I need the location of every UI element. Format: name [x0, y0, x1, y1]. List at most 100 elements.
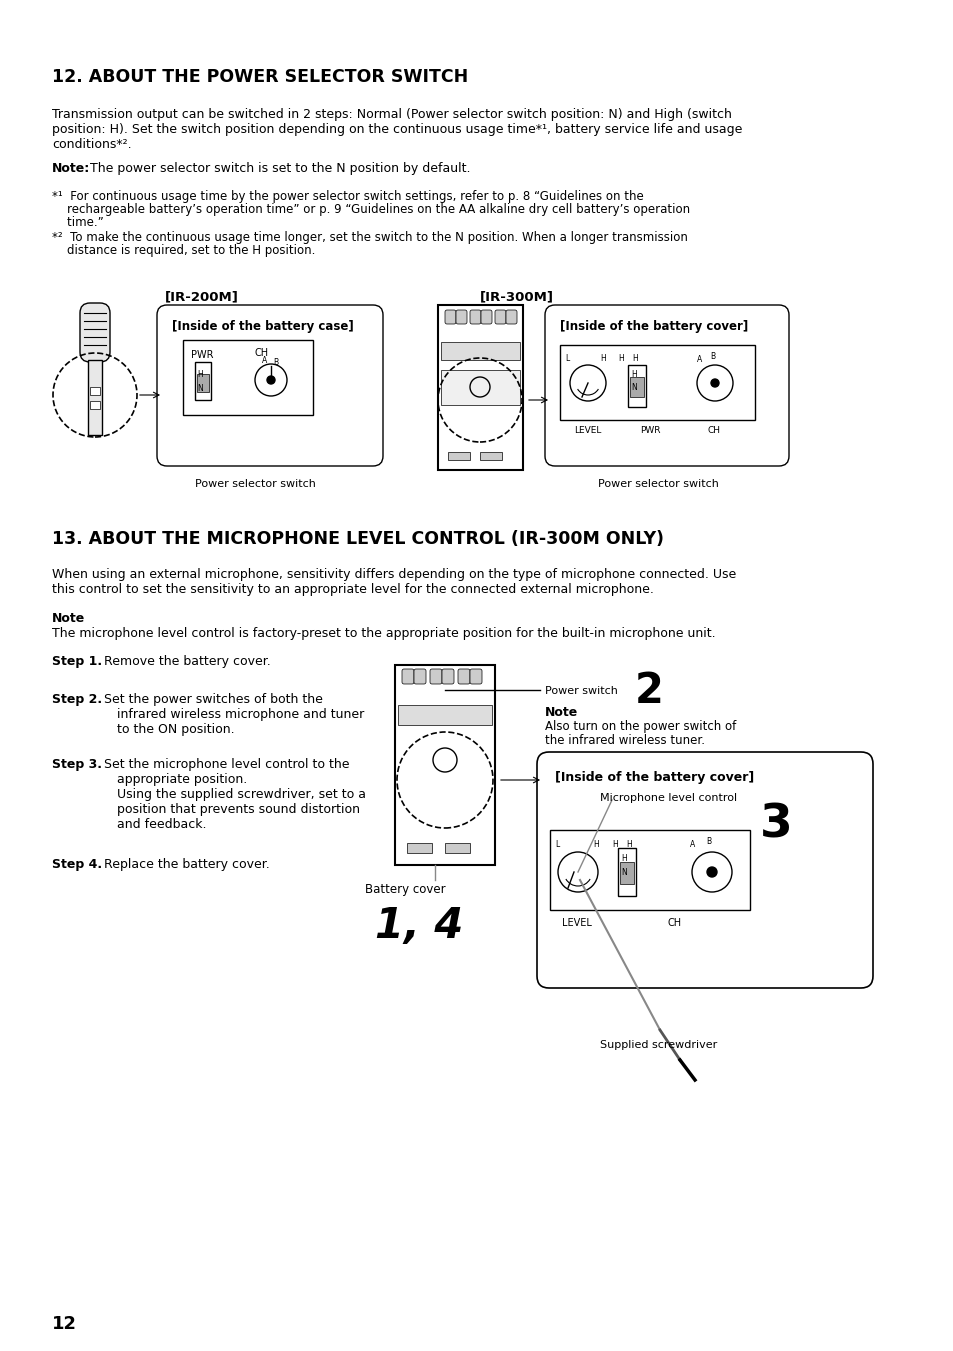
FancyBboxPatch shape — [544, 305, 788, 466]
FancyBboxPatch shape — [456, 309, 467, 324]
FancyBboxPatch shape — [470, 309, 480, 324]
Text: N: N — [620, 867, 626, 877]
Text: Note: Note — [52, 612, 85, 626]
Text: CH: CH — [254, 349, 269, 358]
Bar — [90, 386, 100, 394]
Text: [Inside of the battery cover]: [Inside of the battery cover] — [555, 771, 754, 784]
Bar — [619, 862, 634, 884]
FancyBboxPatch shape — [157, 305, 382, 466]
Text: When using an external microphone, sensitivity differs depending on the type of : When using an external microphone, sensi… — [52, 567, 736, 581]
Bar — [196, 374, 209, 392]
Text: *¹  For continuous usage time by the power selector switch settings, refer to p.: *¹ For continuous usage time by the powe… — [52, 190, 643, 203]
Text: Replace the battery cover.: Replace the battery cover. — [100, 858, 270, 871]
Text: H: H — [593, 840, 598, 848]
Text: Power switch: Power switch — [544, 686, 618, 696]
Text: [Inside of the battery cover]: [Inside of the battery cover] — [559, 320, 747, 332]
Text: B: B — [705, 838, 710, 846]
Text: Power selector switch: Power selector switch — [598, 480, 719, 489]
Text: Note:: Note: — [52, 162, 91, 176]
Text: *²  To make the continuous usage time longer, set the switch to the N position. : *² To make the continuous usage time lon… — [52, 231, 687, 245]
Bar — [395, 665, 495, 865]
Text: A: A — [697, 355, 701, 363]
Text: Battery cover: Battery cover — [365, 884, 445, 896]
Text: position: H). Set the switch position depending on the continuous usage time*¹, : position: H). Set the switch position de… — [52, 123, 741, 136]
FancyBboxPatch shape — [414, 669, 426, 684]
Bar — [629, 377, 643, 397]
Text: A: A — [262, 357, 267, 365]
Bar — [627, 365, 645, 407]
Bar — [440, 370, 519, 405]
Text: The power selector switch is set to the N position by default.: The power selector switch is set to the … — [90, 162, 470, 176]
Text: Supplied screwdriver: Supplied screwdriver — [599, 1040, 717, 1050]
Text: H: H — [612, 840, 618, 848]
Text: 13. ABOUT THE MICROPHONE LEVEL CONTROL (IR-300M ONLY): 13. ABOUT THE MICROPHONE LEVEL CONTROL (… — [52, 530, 663, 549]
Text: rechargeable battery’s operation time” or p. 9 “Guidelines on the AA alkaline dr: rechargeable battery’s operation time” o… — [52, 203, 689, 216]
Text: B: B — [709, 353, 715, 361]
Text: H: H — [620, 854, 626, 863]
FancyBboxPatch shape — [401, 669, 414, 684]
Text: appropriate position.: appropriate position. — [117, 773, 247, 786]
Text: H: H — [618, 354, 623, 363]
Text: CH: CH — [707, 426, 720, 435]
Bar — [479, 453, 501, 459]
Text: time.”: time.” — [52, 216, 104, 230]
FancyBboxPatch shape — [441, 669, 454, 684]
FancyBboxPatch shape — [444, 309, 456, 324]
Text: H: H — [599, 354, 605, 363]
Text: PWR: PWR — [639, 426, 659, 435]
FancyBboxPatch shape — [430, 669, 441, 684]
Bar — [194, 362, 211, 400]
Bar — [550, 830, 749, 911]
Text: Transmission output can be switched in 2 steps: Normal (Power selector switch po: Transmission output can be switched in 2… — [52, 108, 731, 122]
Bar — [618, 848, 636, 896]
Text: LEVEL: LEVEL — [561, 917, 591, 928]
Text: H: H — [631, 354, 638, 363]
FancyBboxPatch shape — [537, 753, 872, 988]
Text: to the ON position.: to the ON position. — [117, 723, 234, 736]
Text: A: A — [689, 840, 695, 848]
Bar — [437, 305, 522, 470]
Circle shape — [706, 867, 717, 877]
Text: 2: 2 — [635, 670, 663, 712]
Text: 12: 12 — [52, 1315, 77, 1333]
Text: this control to set the sensitivity to an appropriate level for the connected ex: this control to set the sensitivity to a… — [52, 584, 653, 596]
FancyBboxPatch shape — [457, 669, 470, 684]
Text: 1, 4: 1, 4 — [375, 905, 463, 947]
Text: position that prevents sound distortion: position that prevents sound distortion — [117, 802, 359, 816]
Text: 12. ABOUT THE POWER SELECTOR SWITCH: 12. ABOUT THE POWER SELECTOR SWITCH — [52, 68, 468, 86]
Text: Note: Note — [544, 707, 578, 719]
Text: N: N — [630, 382, 636, 392]
Text: H: H — [630, 370, 636, 380]
FancyBboxPatch shape — [480, 309, 492, 324]
Text: Also turn on the power switch of: Also turn on the power switch of — [544, 720, 736, 734]
Bar — [397, 705, 492, 725]
Text: Microphone level control: Microphone level control — [599, 793, 737, 802]
Text: Step 4.: Step 4. — [52, 858, 102, 871]
Text: Power selector switch: Power selector switch — [194, 480, 315, 489]
Bar — [444, 843, 470, 852]
Bar — [183, 340, 313, 415]
Text: PWR: PWR — [191, 350, 213, 359]
Text: the infrared wireless tuner.: the infrared wireless tuner. — [544, 734, 704, 747]
Bar — [90, 401, 100, 409]
FancyBboxPatch shape — [505, 309, 517, 324]
Text: L: L — [555, 840, 558, 848]
Text: H: H — [625, 840, 631, 848]
Circle shape — [710, 380, 719, 386]
Text: infrared wireless microphone and tuner: infrared wireless microphone and tuner — [117, 708, 364, 721]
FancyBboxPatch shape — [495, 309, 505, 324]
Text: N: N — [196, 384, 203, 393]
Text: Step 1.: Step 1. — [52, 655, 102, 667]
FancyBboxPatch shape — [80, 303, 110, 362]
Circle shape — [267, 376, 274, 384]
FancyBboxPatch shape — [470, 669, 481, 684]
Bar — [559, 345, 754, 420]
Text: B: B — [273, 358, 278, 367]
Text: [IR-300M]: [IR-300M] — [479, 290, 554, 303]
Text: LEVEL: LEVEL — [574, 426, 600, 435]
Text: H: H — [196, 370, 203, 380]
Bar — [407, 843, 432, 852]
Text: CH: CH — [667, 917, 681, 928]
Bar — [448, 453, 470, 459]
Text: 3: 3 — [760, 802, 792, 848]
